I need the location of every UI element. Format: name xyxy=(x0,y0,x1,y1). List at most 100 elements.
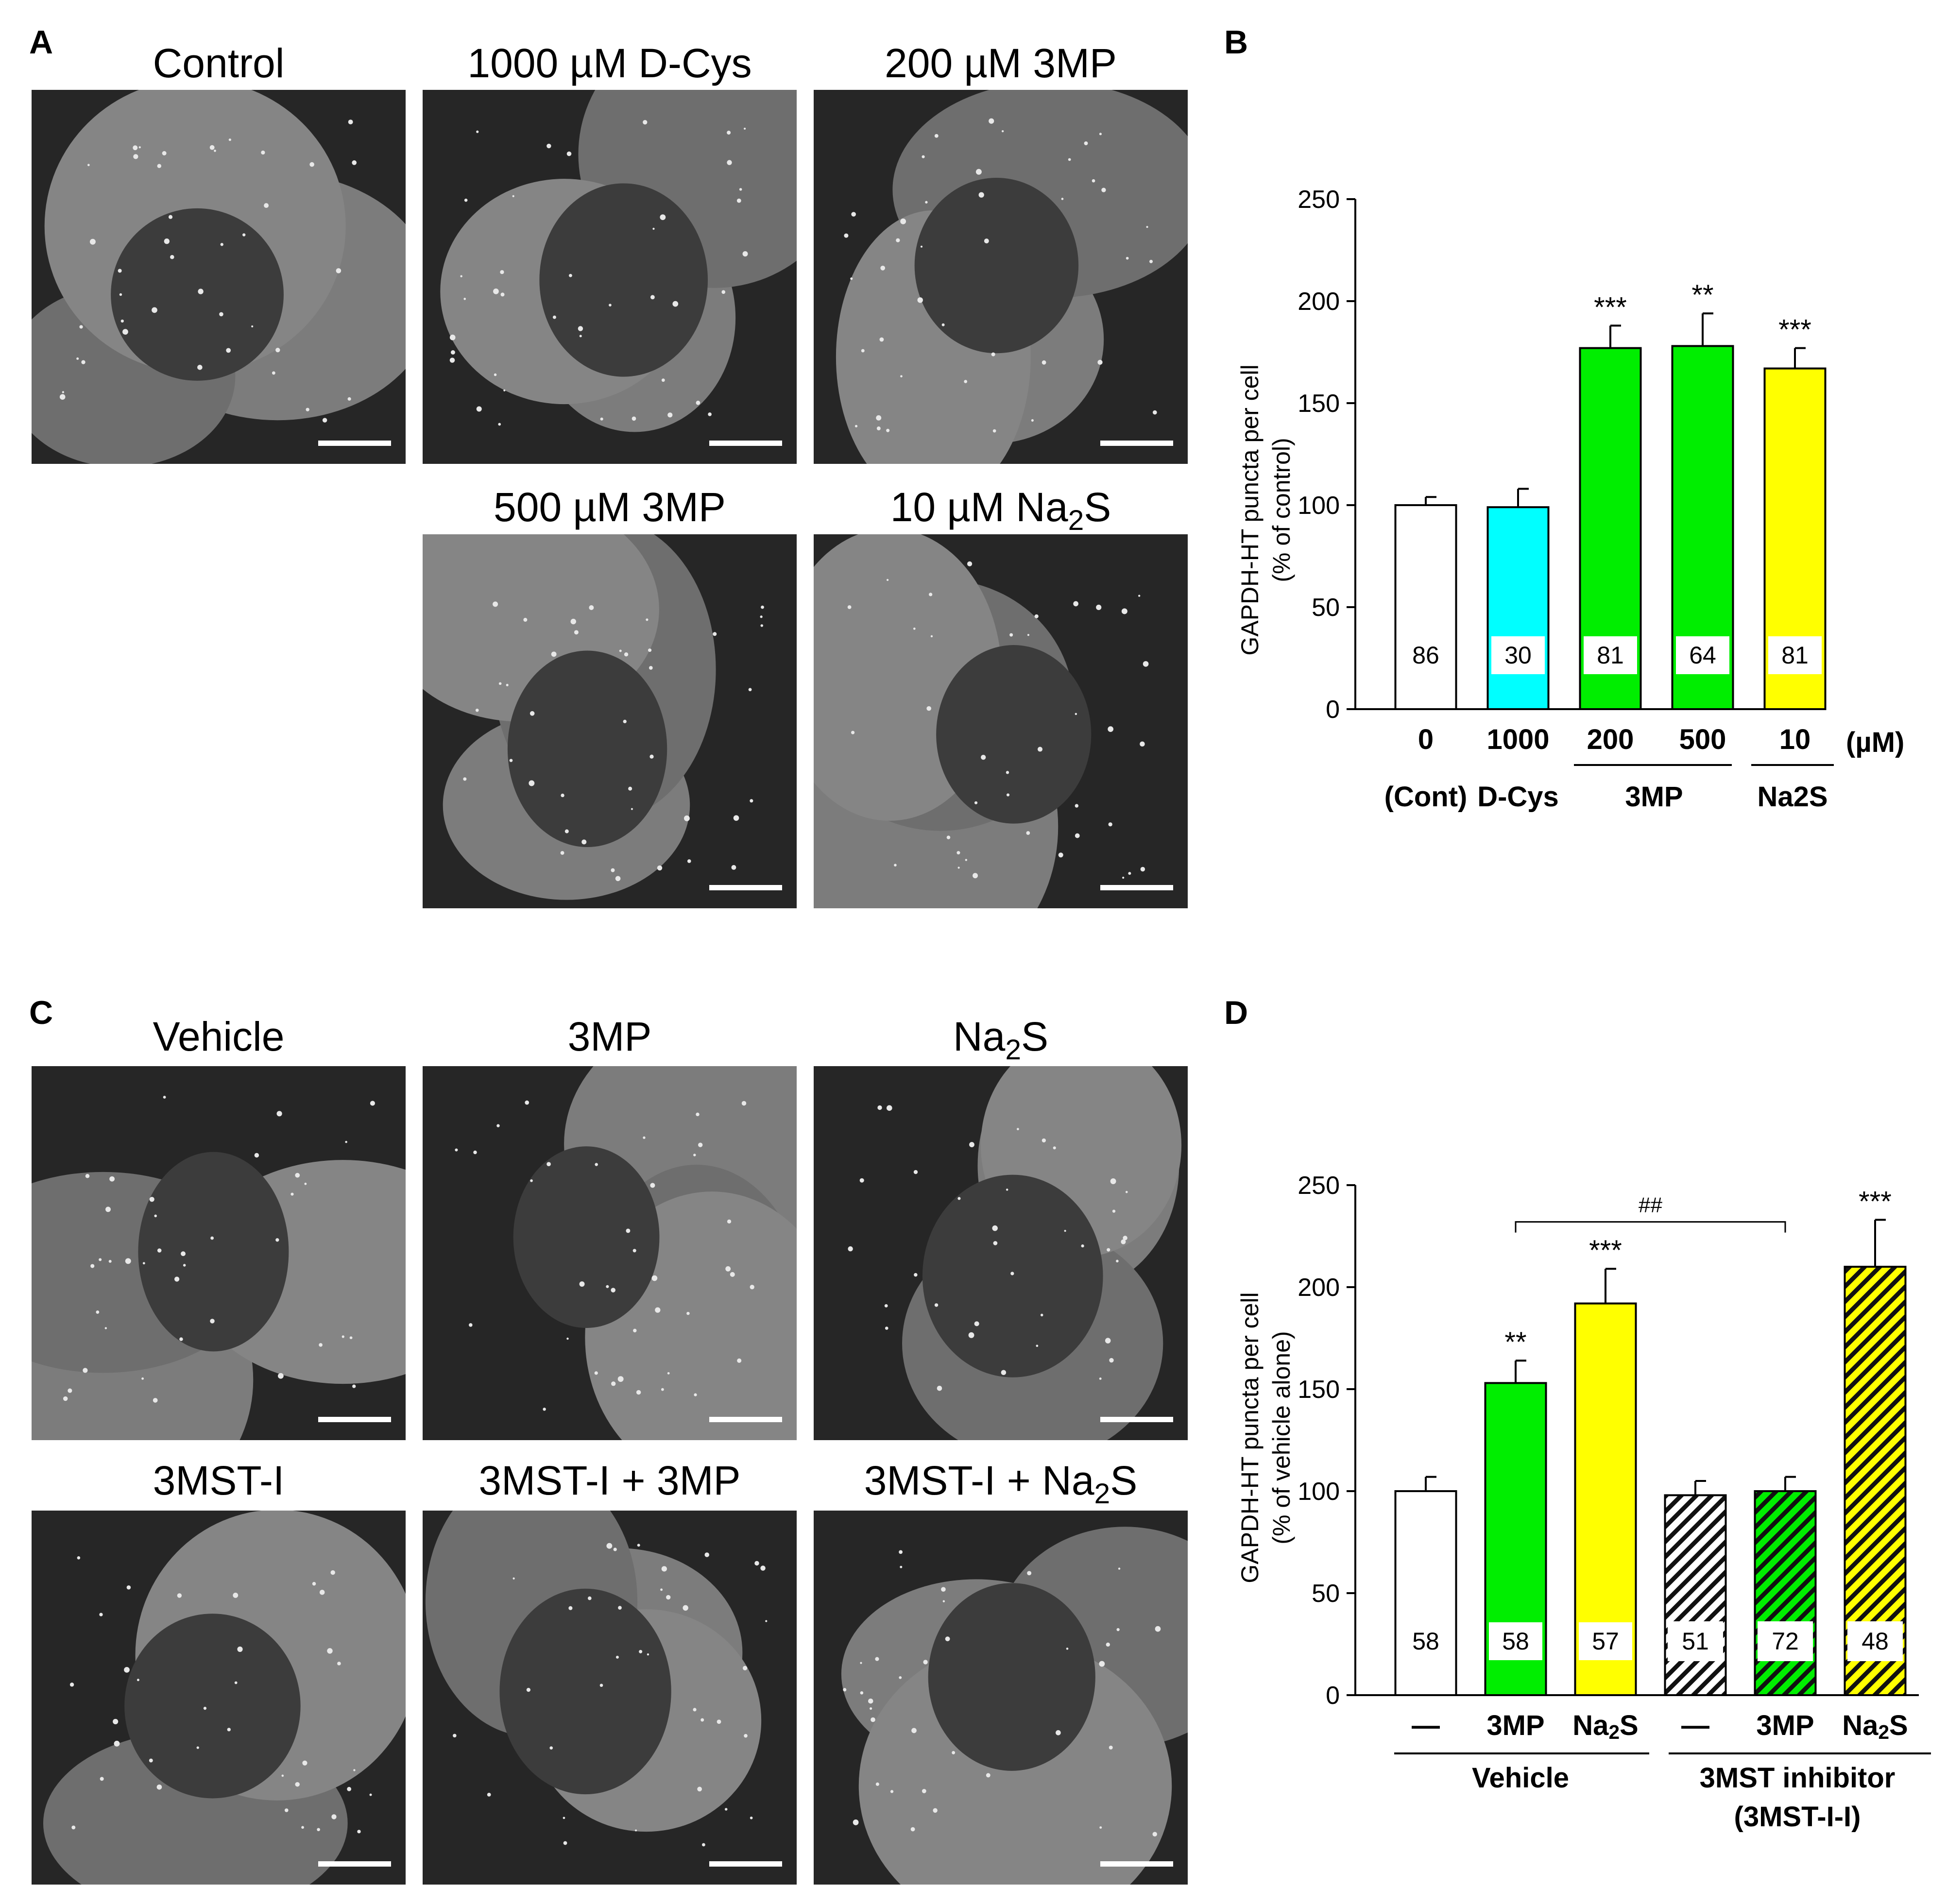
punctum xyxy=(523,618,528,622)
punctum xyxy=(861,349,865,353)
punctum xyxy=(946,835,951,839)
punctum xyxy=(349,1336,353,1340)
chart-d-ylabel: GAPDH-HT puncta per cell xyxy=(1236,1292,1264,1583)
punctum xyxy=(464,198,468,202)
micrograph-a-3mp-200 xyxy=(814,90,1188,464)
scale-bar xyxy=(318,1861,391,1867)
punctum xyxy=(879,337,884,342)
micrograph-c-3mp xyxy=(423,1066,797,1440)
y-tick-label: 150 xyxy=(1298,390,1340,418)
micrograph-image xyxy=(32,1066,406,1440)
punctum xyxy=(1096,604,1102,611)
punctum xyxy=(1152,410,1157,415)
punctum xyxy=(672,301,679,307)
punctum xyxy=(934,134,939,138)
micrograph-c-3mst-na2s xyxy=(814,1511,1188,1885)
punctum xyxy=(227,1728,231,1732)
punctum xyxy=(450,350,455,355)
punctum xyxy=(449,357,455,363)
punctum xyxy=(760,624,764,627)
punctum xyxy=(564,829,569,833)
punctum xyxy=(731,865,736,870)
scale-bar xyxy=(1100,441,1173,446)
punctum xyxy=(957,867,960,869)
punctum xyxy=(660,1588,663,1591)
punctum xyxy=(876,415,882,421)
punctum xyxy=(628,786,632,791)
punctum xyxy=(1138,595,1141,597)
cell-nucleus xyxy=(499,1588,671,1795)
punctum xyxy=(183,1264,186,1267)
micrograph-a-na2s xyxy=(814,534,1188,908)
punctum xyxy=(1099,1826,1102,1829)
punctum xyxy=(154,1214,157,1218)
punctum xyxy=(196,1746,199,1749)
punctum xyxy=(1006,793,1010,797)
punctum xyxy=(974,1321,979,1326)
punctum xyxy=(727,160,732,165)
punctum xyxy=(525,1100,529,1105)
punctum xyxy=(254,1153,259,1158)
punctum xyxy=(624,652,629,657)
punctum xyxy=(920,245,923,248)
punctum xyxy=(152,307,157,313)
micrograph-c-na2s xyxy=(814,1066,1188,1440)
punctum xyxy=(126,1585,131,1590)
scale-bar xyxy=(709,885,782,890)
punctum xyxy=(974,801,978,804)
punctum xyxy=(1101,187,1106,192)
punctum xyxy=(1037,747,1043,752)
punctum xyxy=(1121,1239,1126,1244)
punctum xyxy=(984,238,989,244)
punctum xyxy=(655,1307,661,1313)
punctum xyxy=(760,1565,766,1571)
punctum xyxy=(149,1758,153,1763)
punctum xyxy=(694,1393,697,1396)
punctum xyxy=(733,815,739,821)
punctum xyxy=(1110,1178,1116,1184)
cell-nucleus xyxy=(928,1583,1095,1771)
punctum xyxy=(851,731,855,734)
punctum xyxy=(683,815,690,821)
punctum xyxy=(632,1249,636,1253)
punctum xyxy=(667,1372,670,1375)
punctum xyxy=(1006,771,1009,774)
punctum xyxy=(357,1830,361,1834)
punctum xyxy=(330,1570,335,1575)
punctum xyxy=(463,777,467,781)
punctum xyxy=(157,164,162,168)
punctum xyxy=(295,1173,300,1178)
punctum xyxy=(1027,634,1029,636)
n-label: 57 xyxy=(1592,1628,1619,1655)
n-label: 81 xyxy=(1781,642,1809,669)
punctum xyxy=(566,151,572,156)
punctum xyxy=(331,1814,337,1819)
cell-nucleus xyxy=(922,1174,1103,1377)
punctum xyxy=(589,605,594,610)
panel-c-title-3mst-3mp: 3MST-I + 3MP xyxy=(478,1458,741,1503)
punctum xyxy=(336,268,342,273)
punctum xyxy=(911,1728,917,1734)
cell-nucleus xyxy=(138,1152,289,1352)
punctum xyxy=(1149,259,1153,263)
punctum xyxy=(1010,1272,1014,1275)
n-label: 30 xyxy=(1504,642,1532,669)
panel-c-title-na2s: Na2S xyxy=(953,1014,1049,1066)
punctum xyxy=(652,227,655,230)
punctum xyxy=(633,1328,637,1333)
punctum xyxy=(529,780,535,786)
punctum xyxy=(1075,713,1077,715)
punctum xyxy=(77,1556,81,1560)
punctum xyxy=(581,839,587,845)
punctum xyxy=(1031,419,1034,422)
punctum xyxy=(574,630,579,635)
punctum xyxy=(1140,867,1145,872)
punctum xyxy=(264,203,269,208)
punctum xyxy=(843,1688,847,1692)
punctum xyxy=(739,188,742,191)
punctum xyxy=(1036,1344,1039,1347)
punctum xyxy=(1064,1230,1066,1232)
punctum xyxy=(570,618,576,625)
panel-a-title-3mp-500: 500 µM 3MP xyxy=(494,484,726,530)
bar xyxy=(1754,1490,1817,1696)
